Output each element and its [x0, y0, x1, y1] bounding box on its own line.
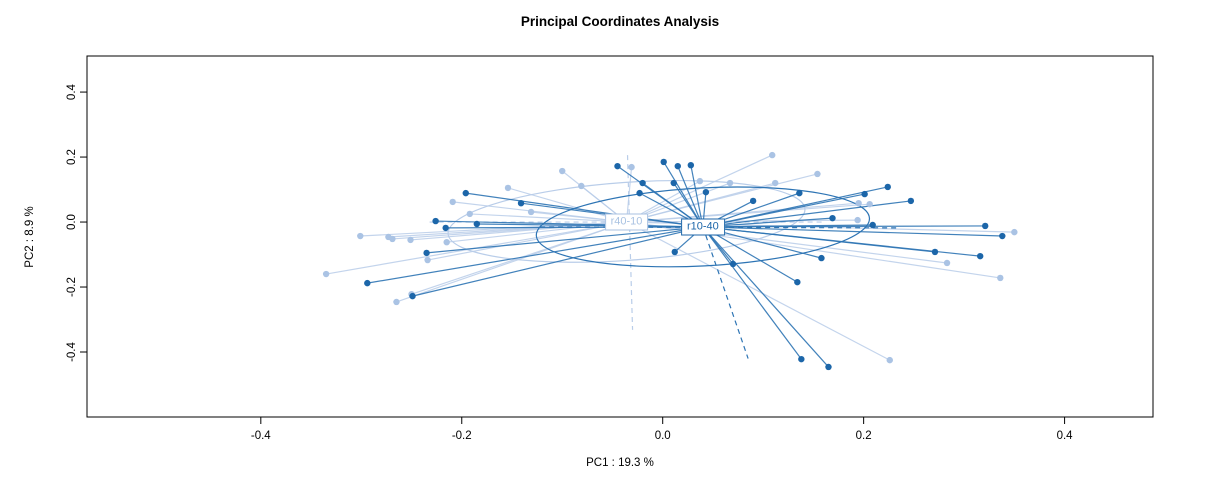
spider-line	[702, 226, 829, 368]
dashed-guide-line	[702, 226, 749, 359]
data-point	[794, 278, 801, 286]
data-point	[424, 256, 431, 264]
data-point	[855, 199, 862, 207]
y-tick-label: 0.4	[66, 83, 78, 100]
data-point	[578, 182, 585, 190]
dashed-guide-line	[626, 155, 634, 330]
data-point	[443, 238, 450, 246]
data-point	[639, 179, 646, 187]
data-point	[729, 260, 737, 268]
plot-border	[86, 55, 1154, 418]
dashed-guide-line	[540, 226, 900, 229]
data-point	[559, 167, 566, 175]
data-point	[931, 248, 939, 256]
group-ellipse	[447, 179, 806, 263]
spider-line	[690, 165, 704, 228]
x-tick-label: 0.4	[1057, 430, 1074, 442]
data-point	[449, 198, 456, 206]
spider-line	[626, 173, 818, 223]
data-point	[1011, 228, 1018, 236]
y-tick-label: -0.2	[66, 277, 78, 297]
spider-line	[702, 186, 888, 228]
data-point	[818, 254, 825, 262]
data-point	[772, 179, 779, 187]
data-point	[660, 158, 667, 166]
data-point	[671, 248, 678, 256]
data-point	[674, 162, 681, 170]
x-axis-label: PC1 : 19.3 %	[586, 457, 654, 469]
data-point	[517, 199, 525, 207]
data-point	[999, 232, 1006, 240]
group-label-r40-10: r40-10	[604, 213, 649, 231]
data-point	[866, 200, 873, 208]
data-point	[614, 162, 621, 170]
data-point	[884, 183, 891, 191]
data-point	[907, 197, 915, 205]
data-point	[825, 363, 832, 371]
group-ellipse	[535, 186, 871, 268]
spider-line	[702, 225, 986, 228]
data-point	[393, 298, 400, 306]
data-point	[407, 236, 414, 244]
data-point	[442, 224, 449, 232]
data-point	[687, 161, 695, 169]
data-point	[769, 151, 776, 159]
data-point	[504, 184, 512, 192]
data-point	[997, 274, 1004, 282]
data-point	[798, 355, 805, 363]
spider-line	[367, 226, 703, 284]
spider-line	[412, 226, 704, 297]
data-point	[670, 179, 677, 187]
spider-line	[702, 226, 1003, 237]
chart-title: Principal Coordinates Analysis	[520, 14, 720, 29]
y-axis-label: PC2 : 8.9 %	[24, 206, 36, 268]
data-point	[869, 221, 876, 229]
spider-line	[426, 226, 703, 254]
x-tick-label: 0.0	[655, 430, 671, 442]
data-point	[976, 252, 984, 260]
data-point	[527, 208, 535, 216]
data-point	[423, 249, 430, 257]
data-point	[943, 259, 951, 267]
data-point	[829, 214, 836, 222]
data-point	[432, 217, 439, 225]
y-tick-label: 0.2	[66, 149, 78, 165]
spider-line	[626, 221, 891, 361]
data-point	[636, 189, 643, 197]
data-point	[322, 270, 330, 278]
spider-line	[476, 223, 703, 228]
data-point	[982, 222, 989, 230]
data-point	[861, 190, 868, 198]
data-point	[814, 170, 821, 178]
data-point	[702, 188, 710, 196]
data-point	[466, 210, 473, 218]
data-point	[473, 220, 481, 228]
data-point	[357, 232, 364, 240]
group-label-r10-40: r10-40	[680, 218, 725, 236]
data-point	[854, 216, 861, 224]
data-point	[409, 292, 416, 300]
data-point	[696, 177, 704, 185]
data-point	[364, 279, 371, 287]
spider-line	[702, 226, 802, 360]
data-point	[462, 189, 469, 197]
x-tick-label: 0.2	[856, 430, 872, 442]
y-tick-label: -0.4	[66, 342, 78, 362]
x-tick-label: -0.4	[251, 430, 271, 442]
spider-line	[702, 200, 911, 228]
y-tick-label: 0.0	[66, 214, 78, 230]
spider-line	[677, 165, 704, 228]
data-point	[726, 179, 734, 187]
data-point	[886, 356, 893, 364]
spider-line	[469, 213, 627, 223]
data-point	[796, 189, 803, 197]
data-point	[389, 235, 396, 243]
spider-line	[702, 226, 798, 283]
x-tick-label: -0.2	[452, 430, 472, 442]
data-point	[749, 197, 757, 205]
data-point	[628, 163, 635, 171]
